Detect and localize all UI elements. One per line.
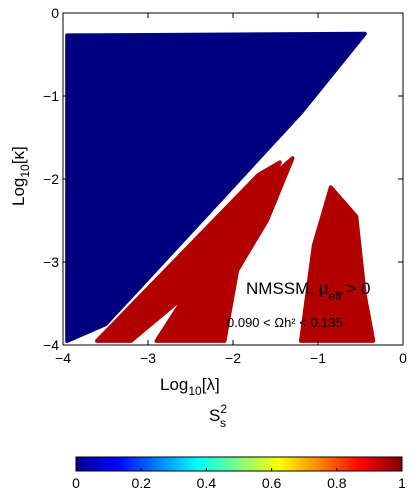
- x-tick-label: −2: [225, 350, 241, 366]
- y-ticks: 0 −1 −2 −3 −4: [43, 5, 403, 353]
- annotation-model-rel: > 0: [342, 279, 371, 298]
- x-tick-label: −1: [310, 350, 326, 366]
- x-tick-label: −3: [140, 350, 156, 366]
- colorbar-tick-label: 0: [72, 475, 80, 490]
- x-axis-label-arg: [λ]: [202, 375, 220, 394]
- colorbar-tick-label: 0.2: [131, 475, 151, 490]
- colorbar-label-sup: 2: [220, 402, 227, 416]
- y-tick-label: −2: [43, 171, 59, 187]
- colorbar-label: S2 s: [209, 402, 227, 430]
- colorbar: [75, 456, 403, 472]
- colorbar-label-sub: s: [220, 416, 226, 430]
- colorbar-ticks: 0 0.2 0.4 0.6 0.8 1: [72, 468, 406, 490]
- x-tick-label: −4: [55, 350, 71, 366]
- colorbar-tick-label: 0.4: [197, 475, 217, 490]
- y-axis-label: Log10[κ]: [9, 146, 32, 206]
- y-axis-label-sub: 10: [18, 164, 32, 178]
- x-ticks: −4 −3 −2 −1 0: [55, 13, 407, 366]
- y-axis-label-arg: [κ]: [9, 146, 28, 164]
- colorbar-tick-label: 0.6: [262, 475, 282, 490]
- scatter-region-1: [65, 31, 367, 343]
- scatter-region-4: [299, 185, 376, 343]
- x-tick-label: 0: [399, 350, 407, 366]
- annotation-model-sub: eff: [329, 289, 343, 303]
- x-axis-label: Log10[λ]: [160, 375, 220, 398]
- annotation-model: NMSSM, μeff > 0: [246, 279, 371, 303]
- y-tick-label: −4: [43, 337, 59, 353]
- colorbar-tick-label: 1: [398, 475, 406, 490]
- colorbar-tick-label: 0.8: [327, 475, 347, 490]
- annotation-range: 0.090 < Ωh² < 0.135: [227, 315, 343, 330]
- y-tick-label: −3: [43, 254, 59, 270]
- y-tick-label: 0: [51, 5, 59, 21]
- x-axis-label-sub: 10: [188, 384, 202, 398]
- y-tick-label: −1: [43, 88, 59, 104]
- scatter-points: [65, 31, 376, 343]
- scatter-region-3: [154, 156, 295, 343]
